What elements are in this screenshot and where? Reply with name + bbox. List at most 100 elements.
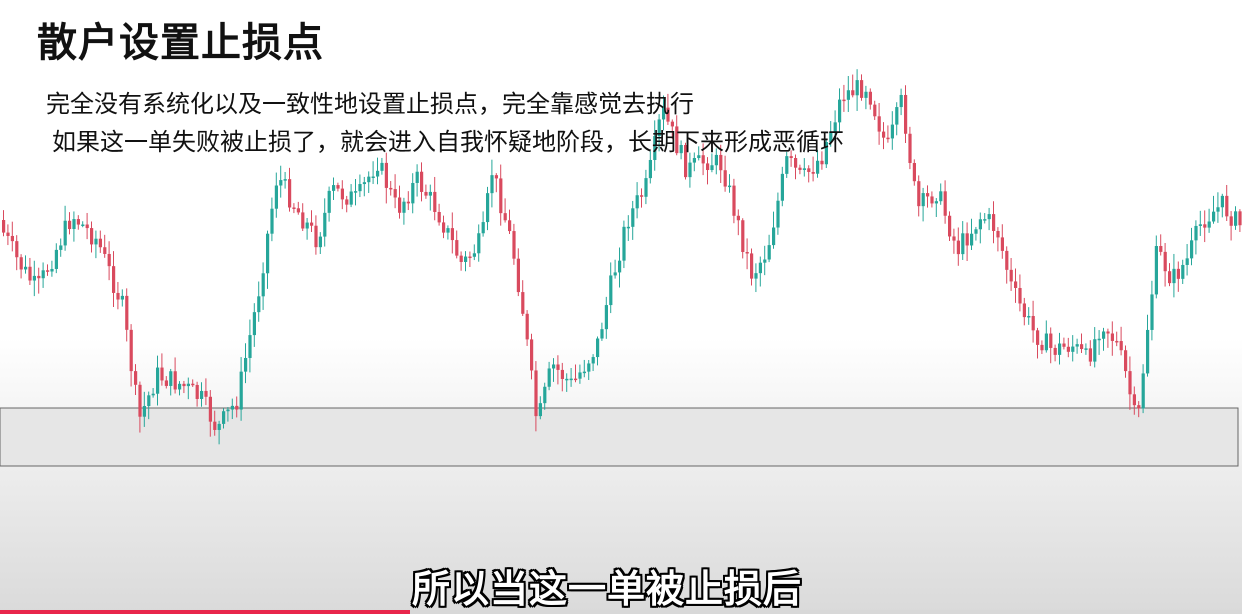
candle-body <box>714 154 718 166</box>
candle-body <box>6 232 10 236</box>
candle-body <box>930 196 934 204</box>
candle-body <box>855 80 859 96</box>
candle-body <box>1044 333 1048 351</box>
candle-body <box>701 155 705 164</box>
candle-body <box>72 219 76 230</box>
candle-body <box>1234 211 1238 226</box>
candle-body <box>424 191 428 196</box>
candle-body <box>939 191 943 202</box>
candle-body <box>314 225 318 248</box>
candle-body <box>596 338 600 358</box>
candle-body <box>1102 331 1106 339</box>
candle-body <box>116 292 120 300</box>
candle-body <box>794 158 798 168</box>
candle-body <box>1058 343 1062 355</box>
candle-body <box>402 201 406 213</box>
candle-body <box>138 384 142 417</box>
candle-body <box>688 162 692 178</box>
candle-body <box>257 296 261 313</box>
candle-body <box>1190 240 1194 259</box>
candle-body <box>230 405 234 410</box>
candle-body <box>1062 343 1066 347</box>
candle-body <box>851 90 855 96</box>
candle-body <box>1146 329 1150 374</box>
candle-body <box>433 191 437 212</box>
candle-body <box>499 178 503 214</box>
candle-body <box>186 383 190 387</box>
candle-body <box>565 378 569 381</box>
candle-body <box>631 208 635 227</box>
candle-body <box>961 233 965 255</box>
candle-body <box>354 191 358 193</box>
video-progress-fill <box>0 610 410 614</box>
candle-body <box>270 208 274 234</box>
candle-body <box>1181 264 1185 279</box>
candle-body <box>292 207 296 209</box>
candle-body <box>28 266 32 281</box>
candle-body <box>1176 268 1180 279</box>
candle-body <box>226 409 230 412</box>
candle-body <box>899 94 903 108</box>
candle-body <box>217 423 221 430</box>
candle-body <box>156 367 160 394</box>
candle-body <box>310 222 314 226</box>
candle-body <box>147 395 151 407</box>
candle-body <box>125 295 129 330</box>
candle-body <box>569 378 573 381</box>
candle-body <box>970 233 974 246</box>
candle-body <box>732 185 736 216</box>
candle-body <box>587 363 591 372</box>
candle-body <box>10 235 14 242</box>
candle-body <box>525 313 529 340</box>
candle-body <box>59 245 63 250</box>
candle-body <box>578 372 582 379</box>
candle-body <box>1194 225 1198 241</box>
candle-body <box>178 383 182 390</box>
candle-body <box>622 226 626 261</box>
candle-body <box>750 253 754 279</box>
video-progress-bar[interactable] <box>0 610 1242 614</box>
candle-body <box>81 224 85 227</box>
candle-body <box>98 238 102 248</box>
candle-body <box>19 257 23 270</box>
candle-body <box>824 142 828 165</box>
candle-body <box>820 160 824 165</box>
candle-body <box>1084 348 1088 350</box>
candle-body <box>1053 347 1057 355</box>
candle-body <box>1203 224 1207 228</box>
candle-body <box>129 329 133 372</box>
candle-body <box>745 251 749 254</box>
candle-body <box>1014 281 1018 288</box>
candle-body <box>776 200 780 228</box>
candle-body <box>512 231 516 259</box>
candle-body <box>384 162 388 188</box>
subtitle-line-1: 完全没有系统化以及一致性地设置止损点，完全靠感觉去执行 <box>46 90 694 118</box>
candle-body <box>908 133 912 163</box>
candle-body <box>305 222 309 229</box>
candle-body <box>807 168 811 172</box>
candle-body <box>182 383 186 387</box>
candle-body <box>675 126 679 154</box>
candle-body <box>477 233 481 254</box>
candle-body <box>279 180 283 186</box>
candle-body <box>882 131 886 138</box>
candle-body <box>956 240 960 255</box>
candle-body <box>670 121 674 127</box>
candle-body <box>560 369 564 379</box>
candle-body <box>50 268 54 272</box>
candle-body <box>983 219 987 221</box>
candle-body <box>239 371 243 410</box>
candle-body <box>574 378 578 381</box>
candle-body <box>508 220 512 232</box>
candle-body <box>358 184 362 192</box>
candle-body <box>833 122 837 133</box>
candle-body <box>318 236 322 248</box>
candle-body <box>376 170 380 177</box>
candle-body <box>767 245 771 260</box>
candle-body <box>1185 258 1189 265</box>
candle-body <box>332 185 336 191</box>
candle-body <box>653 136 657 160</box>
candle-body <box>556 364 560 370</box>
candle-body <box>1031 315 1035 331</box>
candle-body <box>1141 373 1145 409</box>
